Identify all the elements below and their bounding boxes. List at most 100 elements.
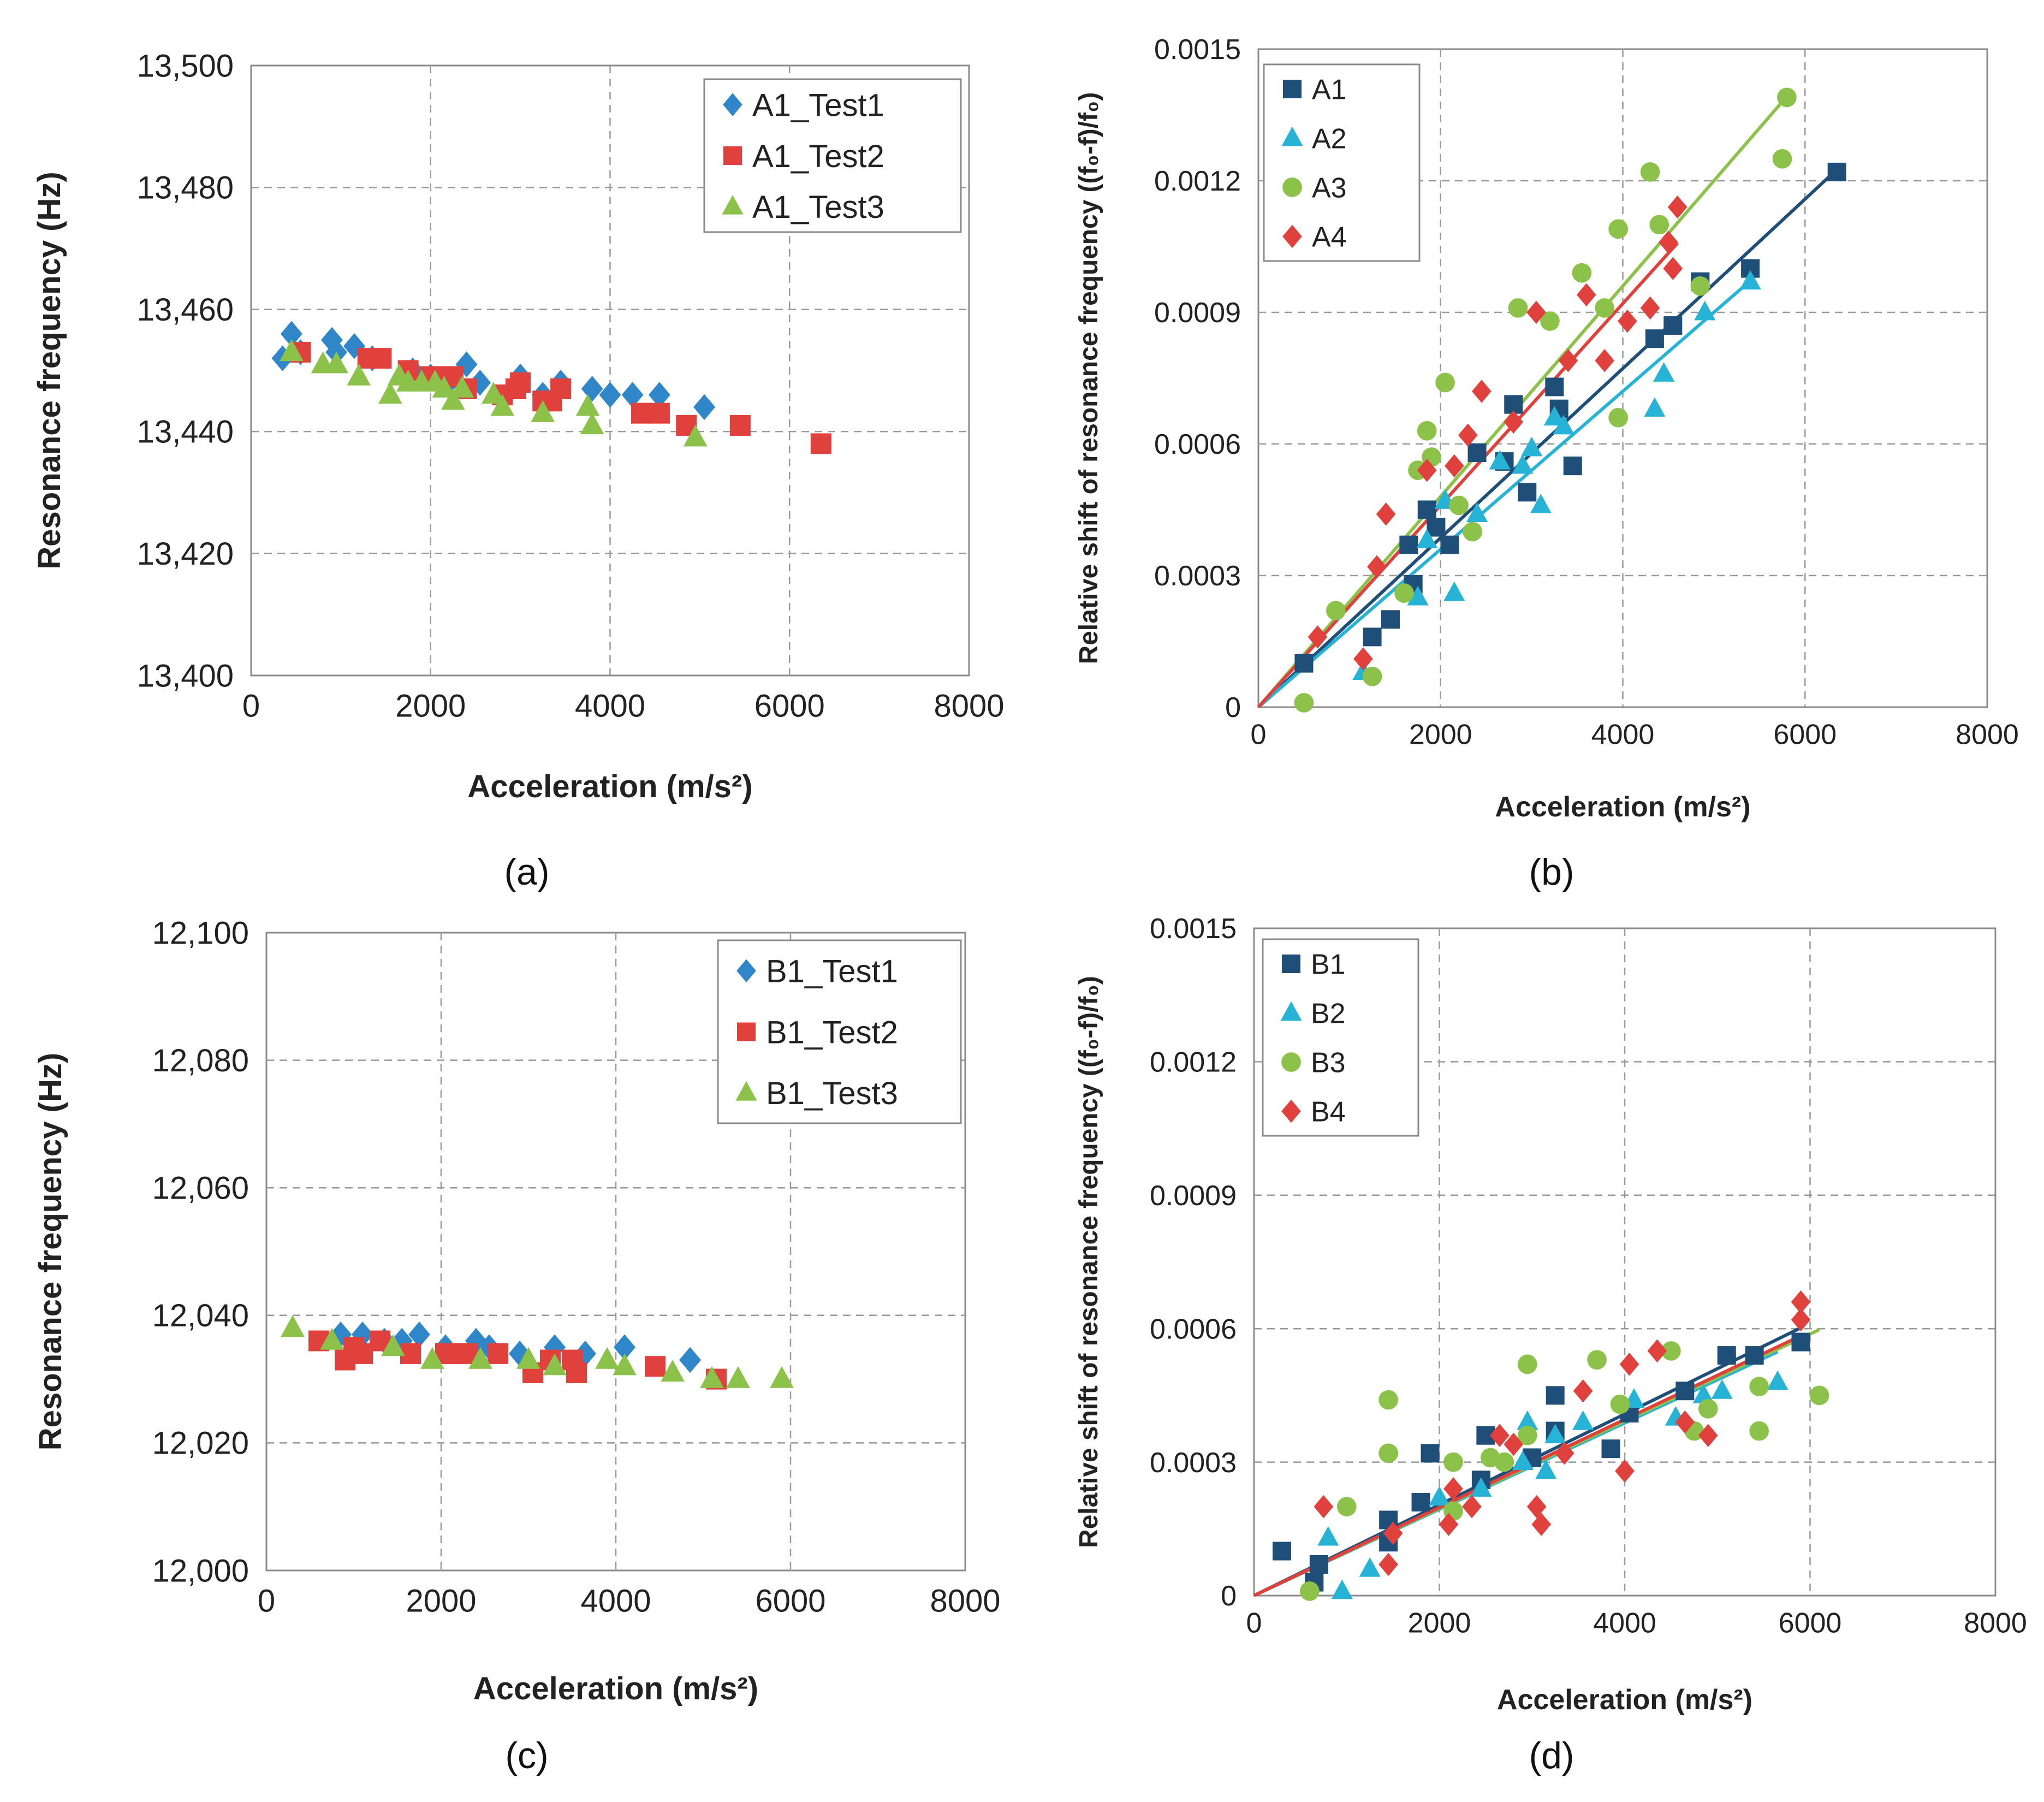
data-point	[450, 376, 474, 398]
x-tick-label: 0	[242, 688, 260, 724]
data-point	[1649, 215, 1669, 235]
x-tick-label: 0	[258, 1583, 275, 1619]
data-point	[1508, 298, 1528, 318]
legend: A1 A2 A3 A4	[1263, 63, 1421, 262]
x-tick-label: 8000	[934, 688, 1004, 724]
data-point	[1417, 421, 1437, 441]
y-axis-label: Resonance frequency (Hz)	[32, 171, 67, 569]
legend: B1 B2 B3 B4	[1262, 938, 1419, 1137]
legend-label: B1	[1311, 949, 1346, 981]
y-axis-label: Relative shift of resonance frequency ((…	[1074, 976, 1103, 1548]
data-point	[420, 1347, 444, 1369]
y-tick-label: 13,500	[137, 48, 234, 84]
data-point	[1576, 283, 1596, 307]
data-point	[1767, 1370, 1788, 1390]
data-point	[1640, 296, 1660, 320]
data-point	[1444, 454, 1464, 478]
data-point	[1378, 1552, 1398, 1576]
data-point	[1331, 1579, 1353, 1599]
data-point	[1745, 1346, 1764, 1365]
data-point	[810, 433, 831, 454]
panels: 0 2000 4000 6000 8000 13,400 13,420 13,440 13,46…	[32, 34, 2027, 1776]
y-tick-label: 0.0003	[1154, 560, 1241, 592]
x-tick-label: 2000	[406, 1583, 476, 1619]
data-point	[1545, 377, 1564, 396]
data-point	[1518, 483, 1537, 502]
data-point	[1489, 1424, 1510, 1447]
data-point	[280, 339, 304, 361]
panel-caption: (d)	[1529, 1735, 1574, 1776]
data-point	[648, 382, 670, 408]
x-tick-label: 6000	[755, 1583, 825, 1619]
legend-box	[703, 78, 962, 233]
data-point	[1667, 195, 1688, 219]
y-tick-label: 0.0009	[1154, 297, 1241, 329]
data-point	[1421, 1444, 1440, 1463]
series-b4	[1314, 1290, 1811, 1576]
legend-label: B2	[1311, 998, 1346, 1030]
y-tick-label: 0	[1221, 1580, 1237, 1612]
legend-marker	[1281, 126, 1303, 146]
data-point	[1416, 529, 1438, 549]
data-point	[1440, 535, 1459, 554]
data-point	[1645, 329, 1664, 348]
panel-caption: (a)	[504, 851, 549, 893]
legend-marker	[1282, 177, 1302, 197]
series-a1-test3	[280, 339, 708, 447]
data-point	[581, 376, 603, 402]
data-point	[281, 321, 302, 347]
legend-marker	[722, 195, 744, 215]
data-point	[1417, 458, 1437, 482]
x-tick-label: 8000	[930, 1583, 1000, 1619]
data-point	[1540, 311, 1560, 331]
chart-c: 0 2000 4000 6000 8000 12,000 12,020 12,040 12,06…	[33, 915, 1001, 1776]
data-point	[1653, 362, 1675, 382]
y-tick-label: 13,400	[137, 658, 234, 693]
data-point	[320, 1327, 344, 1350]
data-point	[1383, 1521, 1403, 1545]
data-point	[1661, 1341, 1681, 1361]
data-point	[1449, 495, 1469, 515]
data-point	[1698, 1398, 1718, 1419]
series-b1-test3	[281, 1315, 794, 1388]
data-point	[649, 402, 670, 424]
data-point	[693, 394, 716, 420]
data-point	[1471, 380, 1492, 403]
data-point	[281, 1315, 305, 1337]
chart-d: 0 2000 4000 6000 8000 0 0.0003 0.0006 0.0009 0.00…	[1074, 913, 2027, 1776]
data-point	[381, 1334, 405, 1356]
data-point	[1595, 298, 1614, 318]
legend-marker	[1281, 1052, 1301, 1072]
series-b1-test2	[308, 1330, 727, 1390]
data-point	[1521, 436, 1543, 457]
legend-label: A1_Test1	[752, 88, 884, 123]
data-point	[613, 1353, 637, 1376]
data-point	[1791, 1332, 1810, 1352]
data-point	[550, 378, 572, 400]
x-tick-label: 2000	[1409, 719, 1472, 751]
y-tick-label: 13,460	[137, 292, 234, 328]
data-point	[1317, 1526, 1339, 1546]
data-point	[1300, 1581, 1320, 1601]
data-point	[1336, 1497, 1357, 1516]
data-point	[1443, 1452, 1463, 1472]
data-point	[1610, 1394, 1630, 1414]
data-point	[1572, 263, 1592, 283]
fit-line-a1	[1257, 168, 1838, 709]
data-point	[1294, 654, 1314, 673]
data-point	[1663, 316, 1683, 335]
data-point	[488, 1343, 508, 1364]
data-point	[468, 1347, 492, 1369]
y-tick-label: 13,420	[137, 536, 234, 572]
data-point	[481, 382, 506, 404]
fit-line-a2	[1257, 279, 1752, 709]
data-point	[1543, 406, 1565, 426]
data-point	[1711, 1379, 1733, 1399]
series-a3	[1294, 87, 1797, 713]
data-point	[1587, 1350, 1607, 1370]
legend-marker	[736, 959, 756, 983]
data-point	[378, 382, 402, 404]
chart-a: 0 2000 4000 6000 8000 13,400 13,420 13,440 13,46…	[32, 48, 1005, 893]
legend-marker	[1283, 80, 1302, 98]
